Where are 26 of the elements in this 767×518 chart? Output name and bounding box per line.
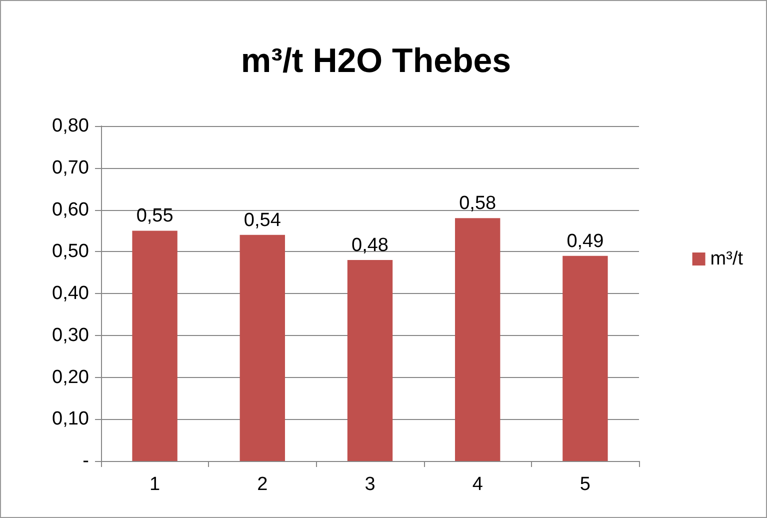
data-label: 0,58 — [459, 193, 496, 214]
y-tick-label: 0,20 — [52, 366, 89, 388]
y-tick-label: 0,70 — [52, 157, 89, 178]
bar — [562, 256, 608, 461]
y-tick-label: - — [82, 450, 89, 472]
y-tick-label: 0,40 — [52, 283, 89, 304]
y-tick-label: 0,50 — [52, 241, 89, 262]
x-tick-label: 1 — [150, 474, 160, 495]
bar — [347, 260, 393, 461]
chart-title: m³/t H2O Thebes — [240, 42, 512, 80]
bar — [455, 218, 500, 461]
data-label: 0,49 — [566, 230, 604, 252]
data-label: 0,55 — [136, 206, 174, 227]
y-tick-label: 0,10 — [52, 408, 89, 430]
data-label: 0,54 — [244, 210, 282, 231]
y-tick-label: 0,80 — [52, 116, 89, 136]
x-tick-label: 3 — [364, 474, 376, 495]
y-tick-label: 0,30 — [52, 324, 89, 346]
y-tick-label: 0,60 — [52, 199, 89, 220]
bar — [132, 230, 178, 461]
bar — [240, 234, 285, 461]
data-label: 0,48 — [352, 235, 388, 256]
x-tick-label: 2 — [257, 474, 268, 495]
x-tick-label: 5 — [580, 474, 590, 495]
legend-label: m³/t — [710, 248, 744, 270]
x-tick-label: 4 — [472, 474, 484, 495]
